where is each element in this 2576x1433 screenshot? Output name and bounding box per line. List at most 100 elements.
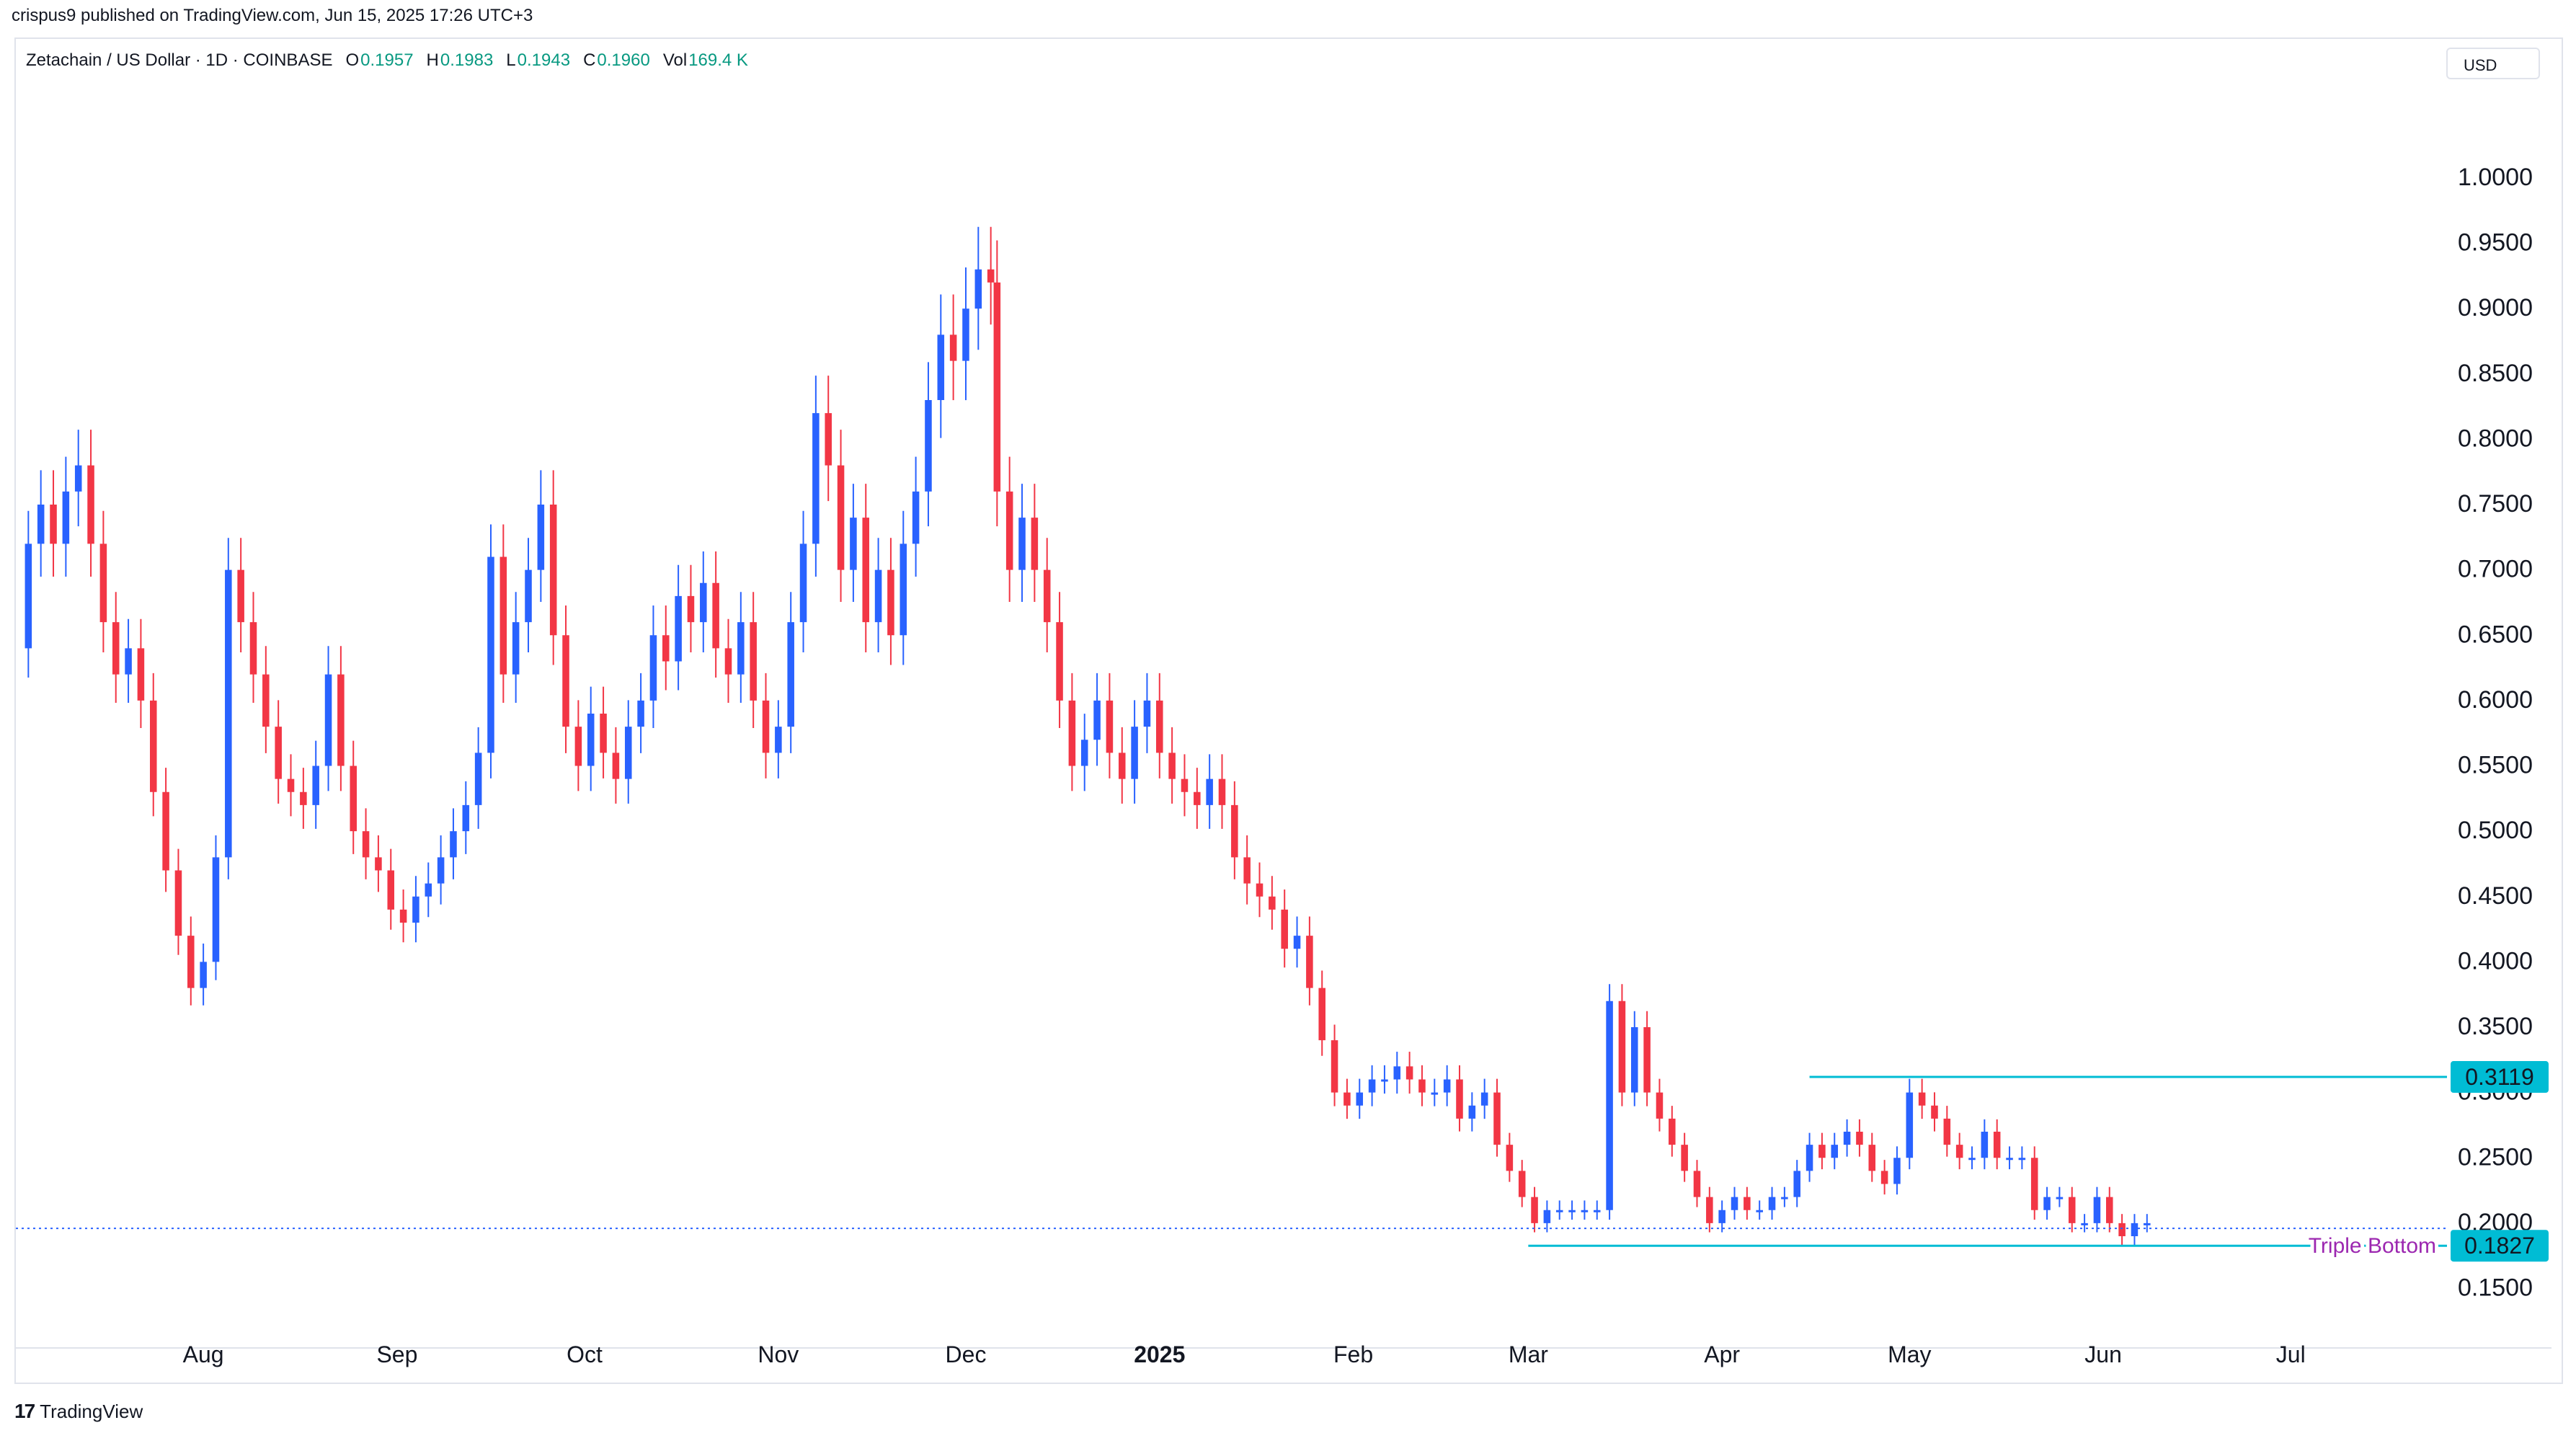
candle-body — [1318, 988, 1325, 1041]
candle-body — [1669, 1118, 1676, 1145]
candle-body — [137, 648, 145, 701]
tradingview-logo[interactable]: 17 TradingView — [14, 1400, 143, 1423]
candle-body — [1456, 1079, 1463, 1119]
candle-body — [249, 622, 257, 675]
candle-body — [450, 831, 457, 858]
candle-body — [2056, 1197, 2064, 1199]
candle-body — [874, 569, 882, 623]
candle-body — [612, 753, 620, 779]
candle-body — [724, 648, 732, 675]
candle-body — [1731, 1197, 1738, 1210]
candle-body — [1331, 1040, 1338, 1093]
candle-body — [1656, 1092, 1664, 1119]
x-tick-label: Sep — [376, 1341, 417, 1367]
candle-body — [2018, 1158, 2026, 1161]
candle-body — [2144, 1223, 2151, 1225]
triple-bottom-annotation: Triple Bottom — [2309, 1234, 2436, 1258]
candle-body — [200, 962, 207, 988]
y-tick-label: 0.7500 — [2458, 490, 2533, 518]
candle-body — [687, 595, 695, 623]
open-value: 0.1957 — [360, 50, 414, 70]
candle-body — [399, 909, 407, 923]
candle-body — [437, 857, 445, 884]
candle-body — [1056, 622, 1063, 701]
candle-body — [312, 766, 319, 805]
y-tick-label: 0.6500 — [2458, 621, 2533, 648]
candle-body — [1756, 1210, 1763, 1212]
candle-body — [2131, 1223, 2138, 1236]
y-tick-label: 0.9000 — [2458, 294, 2533, 321]
candle-body — [1306, 936, 1313, 988]
candle-body — [287, 778, 295, 792]
symbol-name: Zetachain / US Dollar · 1D · COINBASE — [26, 50, 333, 70]
candle-body — [1168, 753, 1176, 779]
x-tick-label: Apr — [1704, 1341, 1740, 1367]
candle-body — [1418, 1079, 1426, 1093]
candle-body — [324, 674, 332, 766]
candle-body — [1868, 1145, 1876, 1171]
candle-body — [225, 569, 232, 858]
candle-body — [1856, 1132, 1863, 1145]
candle-body — [812, 413, 820, 544]
candle-body — [1718, 1210, 1726, 1223]
volume-value: 169.4 K — [688, 50, 748, 70]
candle-body — [1631, 1027, 1638, 1093]
candle-body — [74, 465, 82, 492]
candle-body — [799, 544, 807, 623]
candle-body — [1405, 1066, 1413, 1080]
candle-body — [1381, 1079, 1388, 1082]
y-tick-label: 0.8000 — [2458, 425, 2533, 452]
candle-body — [1568, 1210, 1576, 1212]
candle-body — [762, 700, 770, 753]
candle-body — [275, 727, 282, 779]
candle-body — [662, 635, 670, 662]
candle-body — [1706, 1197, 1713, 1223]
candle-body — [487, 556, 494, 753]
y-tick-label: 0.9500 — [2458, 229, 2533, 257]
x-tick-label: Jul — [2276, 1341, 2306, 1367]
candle-body — [974, 269, 982, 309]
candle-body — [912, 491, 920, 544]
x-tick-label: 2025 — [1134, 1341, 1185, 1367]
candle-body — [700, 582, 707, 623]
x-tick-label: Mar — [1509, 1341, 1548, 1367]
candle-body — [1893, 1158, 1901, 1184]
candle-body — [1593, 1210, 1601, 1212]
x-tick-label: Feb — [1333, 1341, 1373, 1367]
candle-body — [1156, 700, 1163, 753]
candle-body — [187, 936, 195, 988]
candle-body — [1106, 700, 1114, 753]
candle-body — [1555, 1210, 1563, 1212]
candle-body — [2006, 1158, 2013, 1161]
candle-body — [1181, 778, 1189, 792]
candle-body — [1018, 518, 1026, 570]
candle-body — [237, 569, 244, 623]
candle-body — [1256, 883, 1263, 897]
candle-body — [1955, 1145, 1963, 1158]
candle-body — [525, 569, 532, 623]
candle-body — [1356, 1092, 1364, 1106]
candle-body — [425, 883, 432, 897]
candle-body — [1131, 727, 1138, 779]
candle-body — [537, 505, 545, 570]
candle-body — [1068, 700, 1076, 766]
candle-body — [2105, 1197, 2113, 1223]
open-label: O — [345, 50, 360, 70]
candle-body — [2030, 1158, 2038, 1210]
candle-body — [1880, 1171, 1888, 1184]
candle-body — [412, 896, 419, 923]
candle-body — [712, 582, 719, 649]
candle-body — [1818, 1145, 1826, 1158]
candle-body — [1981, 1132, 1989, 1158]
high-value: 0.1983 — [440, 50, 494, 70]
candle-body — [99, 544, 107, 623]
candle-body — [993, 282, 1001, 492]
candle-body — [737, 622, 745, 675]
candle-body — [750, 622, 757, 701]
candle-body — [2118, 1223, 2126, 1236]
price-level-badge — [2451, 1230, 2549, 1262]
currency-button[interactable]: USD — [2446, 48, 2540, 79]
y-tick-label: 1.0000 — [2458, 164, 2533, 191]
